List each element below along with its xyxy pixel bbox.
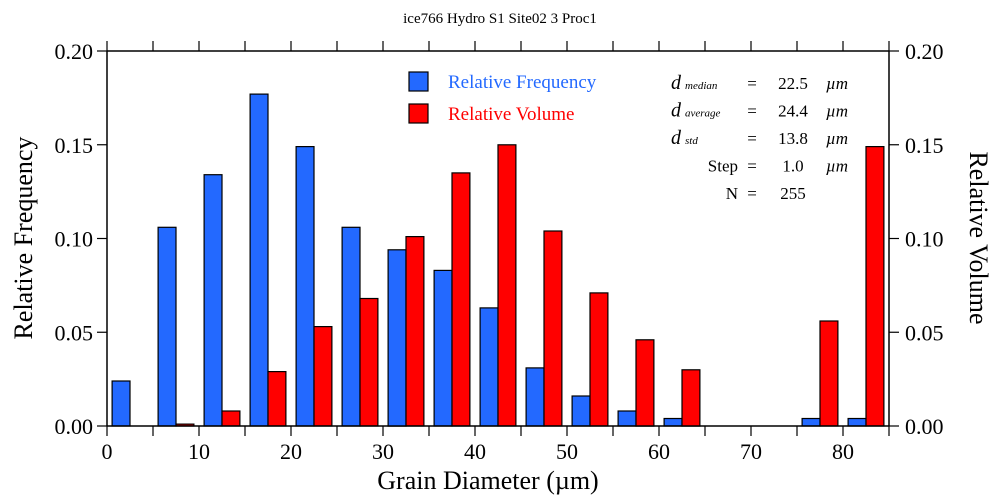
legend-label-1: Relative Volume — [448, 104, 574, 125]
freq-bar-12.5 — [203, 174, 223, 427]
x-tick-label: 10 — [188, 439, 210, 464]
freq-bar-77.5 — [801, 417, 821, 427]
x-tick-label: 40 — [464, 439, 486, 464]
y2-axis-title: Relative Volume — [964, 151, 993, 324]
y-tick-label: 0.20 — [55, 39, 94, 64]
y-tick-label: 0.05 — [55, 320, 94, 345]
vol-bar-47.5 — [543, 230, 563, 427]
freq-bar-47.5 — [525, 367, 545, 427]
vol-bar-32.5 — [405, 236, 425, 427]
legend-label-0: Relative Frequency — [448, 72, 597, 93]
stat-value: 255 — [780, 184, 806, 203]
stat-equals: = — [747, 102, 757, 121]
stat-equals: = — [747, 157, 757, 176]
vol-bar-37.5 — [451, 172, 471, 427]
vol-bar-82.5 — [865, 146, 885, 427]
stat-equals: = — [747, 129, 757, 148]
y2-tick-label: 0.10 — [905, 227, 944, 252]
vol-bar-22.5 — [313, 326, 333, 427]
x-tick-label: 30 — [372, 439, 394, 464]
y-tick-label: 0.10 — [55, 227, 94, 252]
stat-label: Step — [708, 157, 738, 176]
y2-tick-label: 0.15 — [905, 133, 944, 158]
stat-label: d median — [671, 72, 718, 94]
bars-group — [111, 93, 885, 427]
y2-tick-label: 0.00 — [905, 414, 944, 439]
vol-bar-12.5 — [221, 410, 241, 427]
y2-tick-label: 0.20 — [905, 39, 944, 64]
freq-bar-82.5 — [847, 417, 867, 427]
stat-equals: = — [747, 184, 757, 203]
chart-title: ice766 Hydro S1 Site02 3 Proc1 — [403, 11, 597, 27]
stat-label: d std — [671, 127, 698, 149]
vol-bar-52.5 — [589, 292, 609, 427]
stat-value: 1.0 — [782, 157, 803, 176]
freq-bar-42.5 — [479, 307, 499, 427]
axes-group: 0 10 20 30 40 50 60 70 80 0.00 0.00 0.05 0.05 0.10 0.1… — [55, 39, 944, 464]
legend: Relative Frequency Relative Volume — [408, 71, 597, 125]
freq-bar-27.5 — [341, 226, 361, 427]
legend-swatch-0 — [408, 71, 429, 92]
freq-bar-32.5 — [387, 249, 407, 427]
stat-value: 24.4 — [778, 102, 808, 121]
x-tick-label: 70 — [740, 439, 762, 464]
freq-bar-57.5 — [617, 410, 637, 427]
x-tick-label: 80 — [832, 439, 854, 464]
stat-label: N — [726, 184, 738, 203]
legend-swatch-1 — [408, 103, 429, 124]
stat-value: 13.8 — [778, 129, 808, 148]
vol-bar-42.5 — [497, 144, 517, 427]
x-tick-label: 50 — [556, 439, 578, 464]
stat-unit: µm — [826, 102, 848, 121]
stat-value: 22.5 — [778, 74, 808, 93]
stat-unit: µm — [826, 157, 848, 176]
y2-tick-label: 0.05 — [905, 320, 944, 345]
freq-bar-2.5 — [111, 380, 131, 427]
freq-bar-22.5 — [295, 146, 315, 427]
freq-bar-52.5 — [571, 395, 591, 427]
vol-bar-62.5 — [681, 369, 701, 427]
vol-bar-57.5 — [635, 339, 655, 427]
y-axis-title: Relative Frequency — [9, 137, 38, 340]
freq-bar-17.5 — [249, 93, 269, 427]
x-tick-label: 60 — [648, 439, 670, 464]
freq-bar-62.5 — [663, 417, 683, 427]
stat-unit: µm — [826, 74, 848, 93]
vol-bar-17.5 — [267, 371, 287, 427]
vol-bar-27.5 — [359, 297, 379, 427]
stat-equals: = — [747, 74, 757, 93]
y-tick-label: 0.00 — [55, 414, 94, 439]
vol-bar-77.5 — [819, 320, 839, 427]
stat-label: d average — [671, 100, 721, 122]
x-tick-label: 0 — [102, 439, 113, 464]
freq-bar-37.5 — [433, 269, 453, 427]
stats-box: d median = 22.5 µm d average = 24.4 µm d std = 13.8 µm… — [671, 72, 848, 203]
x-axis-title: Grain Diameter (µm) — [377, 466, 598, 495]
y-tick-label: 0.15 — [55, 133, 94, 158]
x-tick-label: 20 — [280, 439, 302, 464]
freq-bar-7.5 — [157, 226, 177, 427]
stat-unit: µm — [826, 129, 848, 148]
